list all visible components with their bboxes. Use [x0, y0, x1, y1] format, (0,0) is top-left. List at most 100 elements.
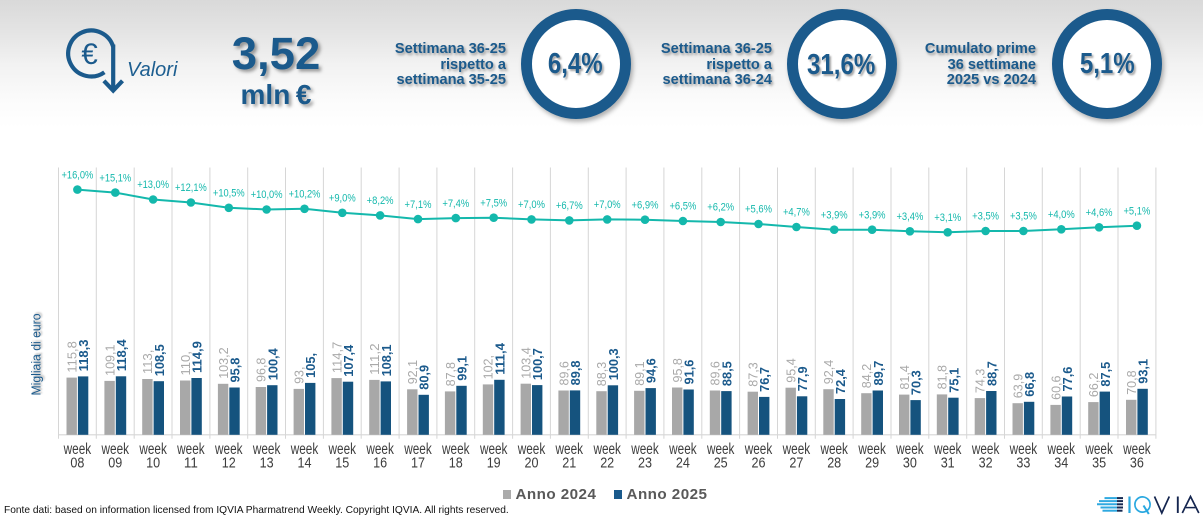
svg-text:107,4: 107,4 — [341, 344, 356, 377]
svg-text:+12,1%: +12,1% — [175, 182, 207, 194]
svg-text:week: week — [479, 441, 507, 458]
svg-text:+7,4%: +7,4% — [442, 198, 469, 210]
svg-text:week: week — [630, 441, 658, 458]
svg-text:Migliaia di euro: Migliaia di euro — [29, 314, 44, 396]
svg-text:17: 17 — [411, 456, 425, 472]
svg-text:115,8: 115,8 — [64, 341, 79, 372]
svg-text:19: 19 — [487, 456, 501, 472]
svg-text:89,6: 89,6 — [708, 361, 723, 385]
svg-text:87,8: 87,8 — [443, 362, 458, 386]
svg-text:week: week — [214, 441, 242, 458]
svg-text:29: 29 — [865, 456, 879, 472]
svg-text:+3,5%: +3,5% — [972, 211, 999, 223]
svg-text:109,1: 109,1 — [102, 345, 117, 376]
svg-text:week: week — [971, 441, 999, 458]
svg-text:96,8: 96,8 — [254, 358, 269, 382]
svg-text:91,6: 91,6 — [682, 360, 697, 385]
svg-text:11: 11 — [184, 456, 198, 472]
svg-text:week: week — [668, 441, 696, 458]
svg-text:103,2: 103,2 — [216, 347, 231, 378]
svg-text:week: week — [63, 441, 91, 458]
svg-text:21: 21 — [562, 456, 576, 472]
svg-text:+3,9%: +3,9% — [859, 209, 886, 221]
svg-text:70,3: 70,3 — [909, 370, 924, 395]
svg-text:week: week — [933, 441, 961, 458]
svg-text:week: week — [1085, 441, 1113, 458]
svg-text:100,3: 100,3 — [606, 348, 621, 380]
svg-text:week: week — [441, 441, 469, 458]
svg-text:10: 10 — [146, 456, 160, 472]
svg-text:week: week — [1122, 441, 1150, 458]
svg-text:63,9: 63,9 — [1010, 374, 1025, 398]
svg-text:102,: 102, — [481, 355, 496, 379]
svg-text:week: week — [895, 441, 923, 458]
svg-text:34: 34 — [1054, 456, 1068, 472]
svg-text:26: 26 — [752, 456, 766, 472]
svg-text:+16,0%: +16,0% — [62, 169, 94, 181]
svg-text:76,7: 76,7 — [757, 367, 772, 392]
svg-text:66,8: 66,8 — [1022, 372, 1037, 397]
svg-text:22: 22 — [600, 456, 614, 472]
svg-text:+10,5%: +10,5% — [213, 188, 245, 200]
svg-text:08: 08 — [70, 456, 84, 472]
svg-text:+5,6%: +5,6% — [745, 204, 772, 216]
svg-text:+10,2%: +10,2% — [289, 189, 321, 201]
svg-text:13: 13 — [260, 456, 274, 472]
svg-text:94,6: 94,6 — [644, 358, 659, 383]
svg-text:60,6: 60,6 — [1048, 376, 1063, 400]
svg-text:+6,9%: +6,9% — [632, 199, 659, 211]
svg-text:87,3: 87,3 — [746, 362, 761, 386]
svg-text:week: week — [517, 441, 545, 458]
svg-text:105,: 105, — [303, 353, 318, 378]
svg-text:+4,7%: +4,7% — [783, 207, 810, 219]
svg-text:99,1: 99,1 — [455, 356, 470, 381]
svg-text:+5,1%: +5,1% — [1123, 205, 1150, 217]
svg-text:+3,5%: +3,5% — [1010, 211, 1037, 223]
svg-text:93,1: 93,1 — [1136, 359, 1151, 384]
svg-text:108,5: 108,5 — [152, 344, 167, 376]
svg-text:+7,0%: +7,0% — [518, 199, 545, 211]
svg-text:89,6: 89,6 — [556, 361, 571, 385]
svg-text:week: week — [706, 441, 734, 458]
svg-text:110,: 110, — [178, 351, 193, 375]
svg-text:87,5: 87,5 — [1098, 362, 1113, 387]
svg-text:84,2: 84,2 — [859, 364, 874, 388]
svg-text:24: 24 — [676, 456, 690, 472]
svg-text:12: 12 — [222, 456, 236, 472]
svg-text:92,1: 92,1 — [405, 360, 420, 384]
svg-text:16: 16 — [373, 456, 387, 472]
svg-text:week: week — [366, 441, 394, 458]
svg-text:week: week — [403, 441, 431, 458]
svg-text:100,4: 100,4 — [265, 348, 280, 381]
svg-text:35: 35 — [1092, 456, 1106, 472]
svg-text:113,: 113, — [140, 350, 155, 374]
svg-text:36: 36 — [1130, 456, 1144, 472]
svg-text:+7,1%: +7,1% — [405, 199, 432, 211]
svg-text:week: week — [101, 441, 129, 458]
svg-text:15: 15 — [335, 456, 349, 472]
svg-text:88,5: 88,5 — [719, 361, 734, 386]
svg-text:88,3: 88,3 — [594, 362, 609, 386]
svg-text:89,8: 89,8 — [568, 361, 583, 386]
svg-text:week: week — [744, 441, 772, 458]
svg-text:114,7: 114,7 — [329, 342, 344, 373]
svg-text:+3,4%: +3,4% — [896, 211, 923, 223]
svg-text:32: 32 — [979, 456, 993, 472]
svg-text:20: 20 — [525, 456, 539, 472]
svg-text:28: 28 — [827, 456, 841, 472]
svg-text:week: week — [1047, 441, 1075, 458]
svg-text:week: week — [820, 441, 848, 458]
svg-text:week: week — [176, 441, 204, 458]
svg-text:week: week — [328, 441, 356, 458]
svg-text:25: 25 — [714, 456, 728, 472]
svg-text:week: week — [593, 441, 621, 458]
svg-text:+15,1%: +15,1% — [99, 172, 131, 184]
svg-text:+3,1%: +3,1% — [934, 212, 961, 224]
svg-text:66,2: 66,2 — [1086, 373, 1101, 397]
svg-text:93,: 93, — [292, 367, 307, 384]
svg-text:111,2: 111,2 — [367, 344, 382, 375]
svg-text:30: 30 — [903, 456, 917, 472]
svg-text:+9,0%: +9,0% — [329, 193, 356, 205]
svg-text:+8,2%: +8,2% — [367, 195, 394, 207]
svg-text:118,3: 118,3 — [76, 340, 91, 372]
